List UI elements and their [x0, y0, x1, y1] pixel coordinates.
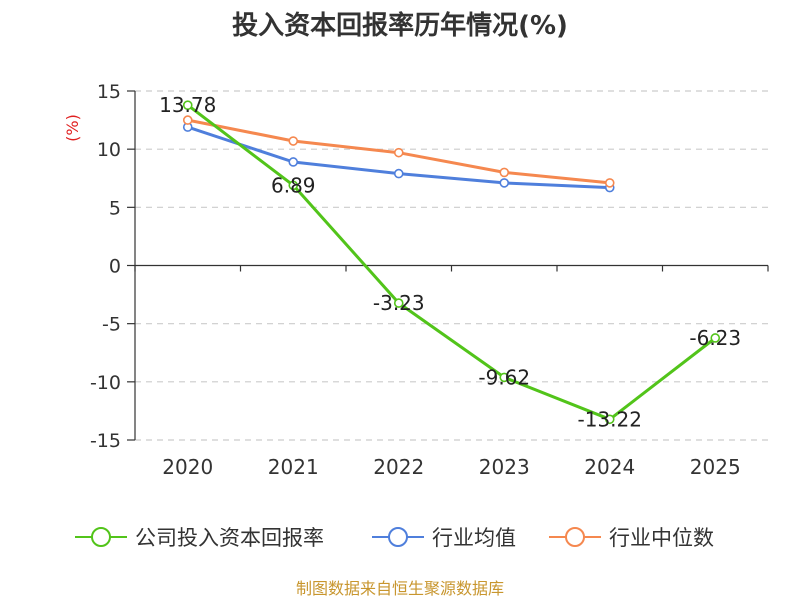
- data-point: [604, 414, 615, 425]
- data-point: [393, 298, 404, 308]
- data-point: [710, 333, 721, 343]
- data-point: [604, 178, 615, 188]
- data-label: 13.78: [159, 93, 216, 117]
- y-tick-label: 15: [97, 81, 121, 103]
- data-point: [288, 136, 299, 146]
- y-tick-label: 5: [109, 197, 121, 219]
- data-point: [288, 157, 299, 167]
- chart-title: 投入资本回报率历年情况(%): [232, 10, 568, 41]
- data-label: -9.62: [478, 365, 530, 389]
- y-tick-label: -5: [102, 314, 121, 336]
- data-label: 6.89: [271, 173, 316, 197]
- legend-marker: [388, 527, 408, 547]
- data-point: [182, 100, 193, 110]
- label-layer: 13.78 6.89 -3.23 -9.62 -13.22 -6.23: [159, 93, 741, 431]
- y-tick-label: 0: [109, 256, 121, 278]
- data-point: [499, 167, 510, 178]
- data-point: [499, 178, 510, 188]
- legend-label: 行业中位数: [609, 526, 714, 550]
- source-note: 制图数据来自恒生聚源数据库: [296, 579, 504, 598]
- legend-label: 行业均值: [432, 526, 516, 550]
- x-tick-label: 2025: [690, 455, 741, 479]
- x-tick-label: 2021: [268, 455, 319, 479]
- axis-layer: 15 10 5 0 -5 -10 -15 2020 2021 2022 2023 2024 2025: [90, 81, 769, 479]
- data-point: [288, 180, 299, 191]
- series-layer: [182, 100, 721, 425]
- series-line: [186, 104, 717, 421]
- data-label: -6.23: [689, 326, 741, 350]
- y-axis-label: (%): [63, 114, 82, 142]
- y-tick-label: -15: [90, 430, 121, 452]
- y-tick-label: 10: [97, 139, 121, 161]
- legend-label: 公司投入资本回报率: [135, 526, 324, 550]
- x-tick-label: 2020: [162, 455, 213, 479]
- x-tick-label: 2023: [479, 455, 530, 479]
- data-point: [182, 115, 193, 125]
- legend-marker: [91, 527, 111, 547]
- data-point: [393, 168, 404, 179]
- data-label: -13.22: [578, 407, 642, 431]
- y-tick-label: -10: [90, 372, 121, 394]
- data-label: -3.23: [373, 291, 425, 315]
- legend-marker: [565, 527, 585, 547]
- data-point: [499, 372, 510, 383]
- x-tick-label: 2022: [373, 455, 424, 479]
- legend: 公司投入资本回报率 行业均值 行业中位数: [75, 526, 714, 550]
- x-tick-label: 2024: [584, 455, 635, 479]
- data-point: [393, 147, 404, 158]
